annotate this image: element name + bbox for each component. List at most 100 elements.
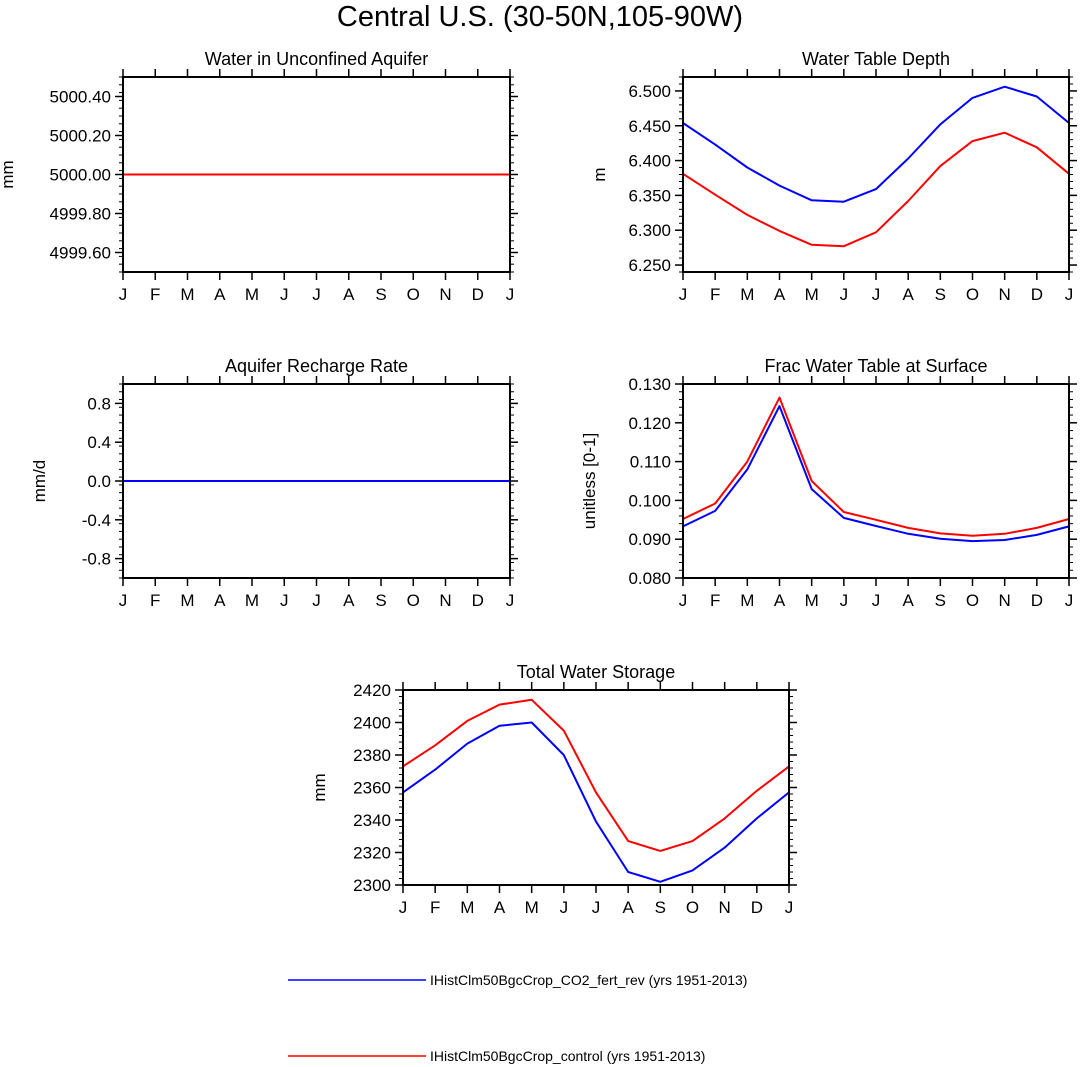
x-tick-label: F bbox=[710, 591, 720, 610]
y-tick-label: 6.300 bbox=[628, 221, 671, 240]
x-tick-label: D bbox=[751, 898, 763, 917]
y-tick-label: 2340 bbox=[353, 811, 391, 830]
x-tick-label: M bbox=[245, 285, 259, 304]
x-tick-label: A bbox=[774, 591, 786, 610]
x-tick-label: J bbox=[679, 285, 688, 304]
x-tick-label: J bbox=[280, 591, 289, 610]
y-tick-label: 0.110 bbox=[630, 453, 671, 472]
x-tick-label: M bbox=[740, 591, 754, 610]
x-tick-label: J bbox=[872, 591, 881, 610]
x-tick-label: A bbox=[902, 591, 914, 610]
series-line-red bbox=[682, 396, 1070, 537]
y-tick-label: 6.450 bbox=[628, 117, 671, 136]
y-tick-label: 0.0 bbox=[87, 472, 111, 491]
panel-title: Total Water Storage bbox=[517, 662, 675, 682]
x-tick-label: J bbox=[399, 898, 408, 917]
y-tick-label: 0.090 bbox=[628, 530, 671, 549]
x-tick-label: N bbox=[719, 898, 731, 917]
y-tick-label: 0.130 bbox=[628, 375, 671, 394]
x-tick-label: O bbox=[686, 898, 699, 917]
x-tick-label: D bbox=[1031, 285, 1043, 304]
x-tick-label: J bbox=[119, 285, 128, 304]
y-tick-label: 2320 bbox=[353, 844, 391, 863]
x-tick-label: N bbox=[439, 285, 451, 304]
series-line-blue bbox=[682, 405, 1070, 543]
y-tick-label: 5000.40 bbox=[50, 88, 111, 107]
plot-frame bbox=[122, 76, 511, 273]
plot-frame bbox=[682, 383, 1070, 579]
y-axis-label: m bbox=[590, 167, 609, 181]
panel-title: Aquifer Recharge Rate bbox=[225, 356, 408, 376]
x-tick-label: A bbox=[343, 591, 355, 610]
x-tick-label: M bbox=[805, 591, 819, 610]
y-tick-label: 5000.20 bbox=[50, 127, 111, 146]
plot-frame bbox=[122, 383, 511, 579]
panel-title: Water in Unconfined Aquifer bbox=[205, 49, 428, 69]
panel-frac-water-table-at-surface: Frac Water Table at Surface unitless [0-1… bbox=[580, 356, 1077, 610]
y-tick-label: -0.8 bbox=[82, 550, 111, 569]
x-tick-label: J bbox=[872, 285, 881, 304]
x-tick-label: M bbox=[180, 285, 194, 304]
legend: IHistClm50BgcCrop_CO2_fert_rev (yrs 1951… bbox=[288, 972, 747, 1064]
x-tick-label: F bbox=[430, 898, 440, 917]
x-tick-label: F bbox=[150, 285, 160, 304]
x-tick-label: J bbox=[312, 285, 321, 304]
x-tick-label: A bbox=[343, 285, 355, 304]
x-tick-label: J bbox=[1065, 285, 1074, 304]
x-tick-label: F bbox=[150, 591, 160, 610]
x-tick-label: J bbox=[679, 591, 688, 610]
plot-frame bbox=[402, 689, 790, 886]
x-tick-label: O bbox=[966, 285, 979, 304]
x-tick-label: S bbox=[375, 285, 386, 304]
x-tick-label: J bbox=[840, 285, 849, 304]
x-tick-label: M bbox=[805, 285, 819, 304]
x-tick-label: A bbox=[214, 591, 226, 610]
y-tick-label: 6.500 bbox=[628, 82, 671, 101]
x-tick-label: O bbox=[407, 591, 420, 610]
x-tick-label: O bbox=[407, 285, 420, 304]
y-tick-label: 2400 bbox=[353, 714, 391, 733]
series-line-red bbox=[682, 131, 1070, 248]
x-tick-label: N bbox=[999, 591, 1011, 610]
y-tick-label: 6.400 bbox=[628, 152, 671, 171]
x-tick-label: D bbox=[472, 285, 484, 304]
panel-title: Water Table Depth bbox=[802, 49, 950, 69]
x-tick-label: J bbox=[1065, 591, 1074, 610]
x-tick-label: J bbox=[560, 898, 569, 917]
x-tick-label: J bbox=[506, 591, 515, 610]
x-tick-label: J bbox=[280, 285, 289, 304]
y-tick-label: 6.250 bbox=[628, 256, 671, 275]
y-tick-label: 2300 bbox=[353, 876, 391, 895]
x-tick-label: M bbox=[245, 591, 259, 610]
x-tick-label: M bbox=[740, 285, 754, 304]
x-tick-label: J bbox=[312, 591, 321, 610]
y-tick-label: 4999.60 bbox=[50, 244, 111, 263]
x-tick-label: A bbox=[622, 898, 634, 917]
y-tick-label: -0.4 bbox=[82, 511, 111, 530]
x-tick-label: N bbox=[439, 591, 451, 610]
x-tick-label: S bbox=[935, 285, 946, 304]
panel-title: Frac Water Table at Surface bbox=[764, 356, 987, 376]
x-tick-label: N bbox=[999, 285, 1011, 304]
x-tick-label: A bbox=[214, 285, 226, 304]
x-tick-label: A bbox=[774, 285, 786, 304]
y-axis-label: mm bbox=[0, 160, 17, 188]
x-tick-label: S bbox=[375, 591, 386, 610]
x-tick-label: A bbox=[494, 898, 506, 917]
series-line-blue bbox=[682, 85, 1070, 203]
x-tick-label: J bbox=[119, 591, 128, 610]
y-tick-label: 2420 bbox=[353, 681, 391, 700]
x-tick-label: F bbox=[710, 285, 720, 304]
y-tick-label: 0.120 bbox=[628, 414, 671, 433]
y-axis-label: mm bbox=[310, 773, 329, 801]
y-tick-label: 2360 bbox=[353, 779, 391, 798]
y-tick-label: 0.080 bbox=[628, 569, 671, 588]
y-axis-label: mm/d bbox=[30, 460, 49, 503]
x-tick-label: D bbox=[472, 591, 484, 610]
x-tick-label: M bbox=[180, 591, 194, 610]
y-tick-label: 6.350 bbox=[628, 186, 671, 205]
